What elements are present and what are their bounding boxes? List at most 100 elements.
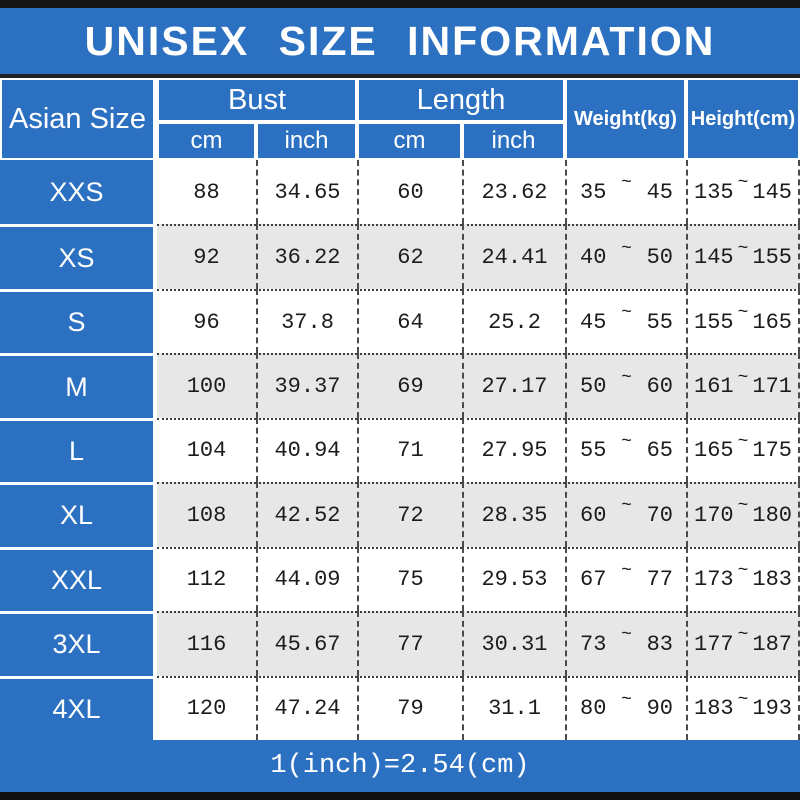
weight-min: 55 xyxy=(580,438,607,464)
size-label: XXS xyxy=(0,160,157,225)
height-range: 145 ~ 155 xyxy=(686,224,800,289)
table-row-xxl: XXL 112 44.09 75 29.53 67 ~ 77 173 ~ 183 xyxy=(0,546,800,612)
size-label: M xyxy=(0,353,157,418)
height-min: 161 xyxy=(694,374,734,400)
tilde-symbol: ~ xyxy=(737,496,749,517)
size-label: XL xyxy=(0,482,157,547)
bust-inch-value: 37.8 xyxy=(256,288,357,354)
weight-max: 45 xyxy=(646,179,673,205)
weight-min: 40 xyxy=(580,245,607,271)
weight-max: 70 xyxy=(646,502,673,528)
height-min: 145 xyxy=(694,245,734,271)
length-inch-value: 29.53 xyxy=(462,546,565,612)
height-max: 165 xyxy=(752,309,792,335)
tilde-symbol: ~ xyxy=(621,238,632,259)
bust-cm-value: 96 xyxy=(157,288,256,354)
weight-range: 55 ~ 65 xyxy=(565,417,686,483)
height-max: 155 xyxy=(752,245,792,271)
length-inch-value: 25.2 xyxy=(462,288,565,354)
height-range: 155 ~ 165 xyxy=(686,288,800,354)
table-row-m: M 100 39.37 69 27.17 50 ~ 60 161 ~ 171 xyxy=(0,353,800,418)
header-height: Height(cm) xyxy=(686,78,800,160)
tilde-symbol: ~ xyxy=(621,303,632,324)
weight-max: 83 xyxy=(646,631,673,657)
height-max: 171 xyxy=(752,374,792,400)
tilde-symbol: ~ xyxy=(621,496,632,517)
tilde-symbol: ~ xyxy=(737,238,749,259)
table-body: XXS 88 34.65 60 23.62 35 ~ 45 135 ~ 145 … xyxy=(0,160,800,740)
weight-range: 80 ~ 90 xyxy=(565,675,686,740)
height-min: 155 xyxy=(694,309,734,335)
header-bust-inch: inch xyxy=(256,122,357,160)
unit-conversion-bar: 1(inch)=2.54(cm) xyxy=(0,740,800,792)
weight-min: 67 xyxy=(580,567,607,593)
bust-inch-value: 34.65 xyxy=(256,160,357,225)
height-max: 183 xyxy=(752,567,792,593)
size-label: 4XL xyxy=(0,675,157,740)
bust-cm-value: 92 xyxy=(157,224,256,289)
header-length-inch: inch xyxy=(462,122,565,160)
height-max: 180 xyxy=(752,502,792,528)
weight-min: 60 xyxy=(580,502,607,528)
bust-cm-value: 120 xyxy=(157,675,256,740)
weight-range: 60 ~ 70 xyxy=(565,482,686,547)
table-row-l: L 104 40.94 71 27.95 55 ~ 65 165 ~ 175 xyxy=(0,417,800,483)
weight-max: 55 xyxy=(646,309,673,335)
height-min: 165 xyxy=(694,438,734,464)
height-min: 183 xyxy=(694,696,734,722)
weight-range: 67 ~ 77 xyxy=(565,546,686,612)
height-min: 173 xyxy=(694,567,734,593)
bust-cm-value: 88 xyxy=(157,160,256,225)
bust-inch-value: 45.67 xyxy=(256,611,357,676)
length-cm-value: 60 xyxy=(357,160,462,225)
tilde-symbol: ~ xyxy=(621,625,632,646)
weight-range: 40 ~ 50 xyxy=(565,224,686,289)
top-black-bar xyxy=(0,0,800,8)
tilde-symbol: ~ xyxy=(737,625,749,646)
length-inch-value: 30.31 xyxy=(462,611,565,676)
length-inch-value: 23.62 xyxy=(462,160,565,225)
height-range: 183 ~ 193 xyxy=(686,675,800,740)
tilde-symbol: ~ xyxy=(621,173,632,194)
table-row-3xl: 3XL 116 45.67 77 30.31 73 ~ 83 177 ~ 187 xyxy=(0,611,800,676)
tilde-symbol: ~ xyxy=(737,367,749,388)
height-max: 145 xyxy=(752,179,792,205)
weight-max: 77 xyxy=(646,567,673,593)
table-row-4xl: 4XL 120 47.24 79 31.1 80 ~ 90 183 ~ 193 xyxy=(0,675,800,740)
size-label: L xyxy=(0,417,157,483)
size-label: S xyxy=(0,288,157,354)
bust-inch-value: 47.24 xyxy=(256,675,357,740)
length-inch-value: 24.41 xyxy=(462,224,565,289)
length-cm-value: 71 xyxy=(357,417,462,483)
table-row-xl: XL 108 42.52 72 28.35 60 ~ 70 170 ~ 180 xyxy=(0,482,800,547)
height-range: 177 ~ 187 xyxy=(686,611,800,676)
tilde-symbol: ~ xyxy=(621,431,632,452)
tilde-symbol: ~ xyxy=(737,173,749,194)
header-weight: Weight(kg) xyxy=(565,78,686,160)
length-inch-value: 27.95 xyxy=(462,417,565,483)
title-divider xyxy=(0,74,800,78)
header-length-cm: cm xyxy=(357,122,462,160)
length-cm-value: 79 xyxy=(357,675,462,740)
tilde-symbol: ~ xyxy=(621,367,632,388)
weight-range: 50 ~ 60 xyxy=(565,353,686,418)
height-min: 177 xyxy=(694,631,734,657)
bust-inch-value: 39.37 xyxy=(256,353,357,418)
bust-cm-value: 104 xyxy=(157,417,256,483)
length-cm-value: 72 xyxy=(357,482,462,547)
table-row-xxs: XXS 88 34.65 60 23.62 35 ~ 45 135 ~ 145 xyxy=(0,160,800,225)
bust-cm-value: 108 xyxy=(157,482,256,547)
size-label: XXL xyxy=(0,546,157,612)
height-min: 170 xyxy=(694,502,734,528)
bust-inch-value: 40.94 xyxy=(256,417,357,483)
header-length: Length xyxy=(357,78,565,122)
tilde-symbol: ~ xyxy=(737,303,749,324)
weight-max: 60 xyxy=(646,374,673,400)
tilde-symbol: ~ xyxy=(737,689,749,710)
height-range: 165 ~ 175 xyxy=(686,417,800,483)
length-cm-value: 62 xyxy=(357,224,462,289)
header-group-bust: Bust cm inch xyxy=(157,78,357,160)
bust-inch-value: 36.22 xyxy=(256,224,357,289)
length-inch-value: 27.17 xyxy=(462,353,565,418)
